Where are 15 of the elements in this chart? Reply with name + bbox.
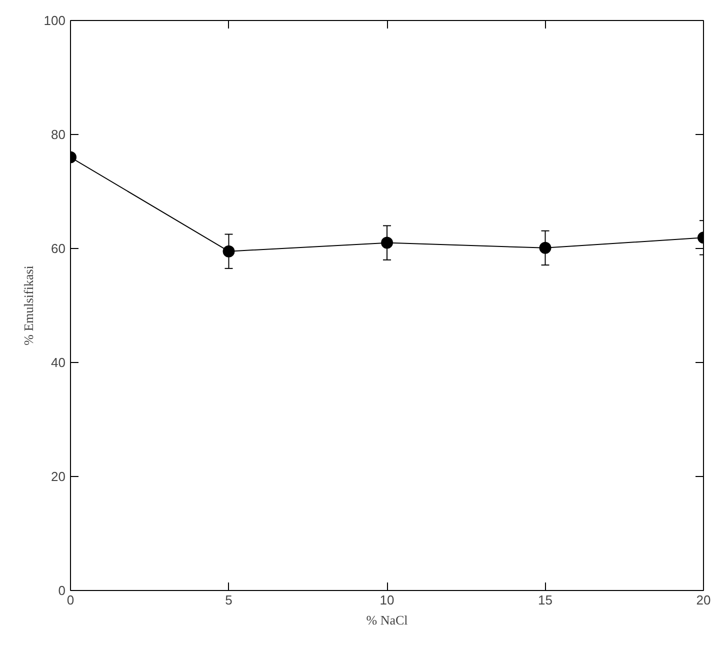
x-tick-label: 5 [225,592,232,608]
y-axis-title: % Emulsifikasi [20,265,36,346]
y-tick-label: 80 [51,127,66,142]
y-tick-label: 60 [51,241,66,256]
x-tick-label: 20 [696,592,711,608]
x-tick-label: 10 [380,592,394,608]
point [539,242,552,254]
point [222,245,235,258]
y-tick-label: 40 [51,355,66,370]
y-tick-label: 100 [44,13,66,28]
x-axis-title: % NaCl [366,612,408,628]
point [381,236,393,249]
y-tick-label: 0 [58,583,66,598]
y-tick-label: 20 [51,469,66,484]
x-tick-label: 15 [538,592,552,608]
